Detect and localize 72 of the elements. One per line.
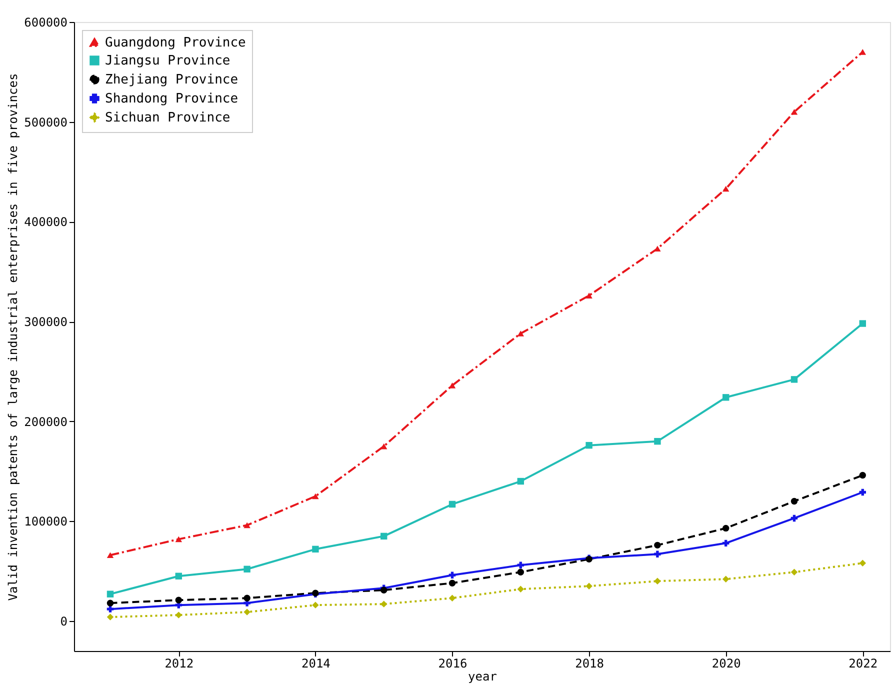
point xyxy=(859,49,866,55)
point xyxy=(448,572,456,578)
point xyxy=(380,600,388,608)
x-tick-label: 2018 xyxy=(575,656,604,670)
point xyxy=(790,498,798,505)
point xyxy=(448,500,456,508)
point xyxy=(790,568,798,576)
x-tick-label: 2022 xyxy=(848,656,878,670)
point xyxy=(312,546,319,553)
point xyxy=(106,606,114,612)
point xyxy=(517,562,524,568)
point xyxy=(106,614,114,620)
point xyxy=(654,578,661,584)
point xyxy=(106,552,114,558)
point xyxy=(448,594,456,602)
legend-label: Zhejiang Province xyxy=(105,72,238,88)
y-tick-label: 400000 xyxy=(24,215,68,230)
point xyxy=(448,580,456,586)
point xyxy=(175,596,182,604)
point xyxy=(654,542,661,549)
y-tick-label: 300000 xyxy=(24,315,68,330)
x-tick-label: 2014 xyxy=(301,656,330,670)
point xyxy=(175,572,182,580)
point xyxy=(859,472,866,479)
point xyxy=(722,540,730,547)
point xyxy=(722,524,730,532)
point xyxy=(175,536,182,542)
point xyxy=(517,330,524,336)
legend-label: Sichuan Province xyxy=(105,110,230,126)
point xyxy=(380,443,388,450)
point xyxy=(790,514,798,522)
point xyxy=(106,590,114,598)
point xyxy=(175,612,182,618)
point xyxy=(517,478,524,485)
point xyxy=(790,376,798,383)
legend-label: Jiangsu Province xyxy=(105,54,230,68)
point xyxy=(312,602,319,608)
x-tick-label: 2012 xyxy=(164,656,194,670)
point xyxy=(586,292,592,298)
point xyxy=(859,320,866,327)
point xyxy=(380,532,388,540)
x-axis-title: year xyxy=(468,670,497,684)
point xyxy=(106,600,114,606)
point xyxy=(244,566,250,572)
y-tick-label: 200000 xyxy=(24,414,68,429)
point xyxy=(448,382,456,388)
point xyxy=(312,493,319,500)
point xyxy=(654,246,661,252)
y-tick-label: 0 xyxy=(60,614,68,629)
point xyxy=(722,394,730,401)
legend-label: Shandong Province xyxy=(105,92,238,106)
point xyxy=(722,576,730,582)
y-tick-label: 600000 xyxy=(24,16,68,30)
point xyxy=(586,582,592,590)
point xyxy=(517,568,524,576)
point xyxy=(859,560,866,566)
point xyxy=(654,550,661,558)
point xyxy=(790,108,798,115)
point xyxy=(244,522,250,528)
y-tick-label: 100000 xyxy=(24,514,68,529)
legend-label: Guangdong Province xyxy=(105,36,246,50)
point xyxy=(586,442,592,449)
x-tick-label: 2020 xyxy=(712,656,741,670)
point xyxy=(244,608,250,616)
point xyxy=(517,586,524,592)
point xyxy=(244,594,250,602)
point xyxy=(722,186,730,192)
y-tick-label: 500000 xyxy=(24,115,68,130)
point xyxy=(654,438,661,445)
x-tick-label: 2016 xyxy=(438,656,468,670)
y-axis-title: Valid invention patents of large industrial enterprises in five provinces xyxy=(6,73,20,601)
point xyxy=(859,488,866,496)
